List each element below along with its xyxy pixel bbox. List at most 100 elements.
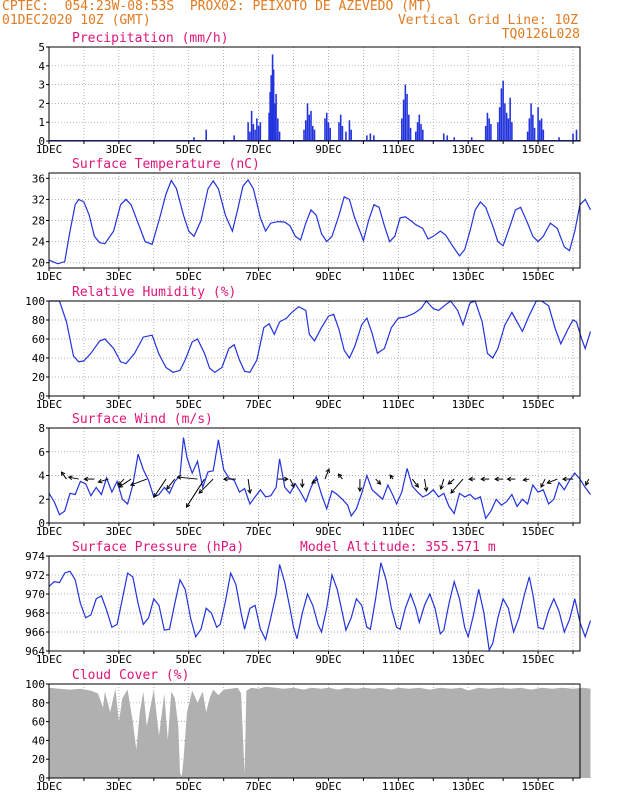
y-tick-label: 20 <box>32 371 45 384</box>
wind-vector-head <box>247 489 252 495</box>
x-tick-label: 11DEC <box>382 653 415 666</box>
x-tick-label: 7DEC <box>245 780 272 793</box>
y-tick-label: 24 <box>32 236 46 249</box>
precip-bar <box>313 129 316 141</box>
header-station: CPTEC: 054:23W-08:53S PROX02: PEIXOTO DE… <box>2 0 433 14</box>
precip-bar <box>325 112 328 141</box>
precip-bar <box>420 124 422 141</box>
y-tick-label: 100 <box>25 678 45 691</box>
y-tick-label: 6 <box>38 446 45 459</box>
x-tick-label: 1DEC <box>36 525 63 538</box>
wind-vector-head <box>414 483 419 488</box>
precip-bar <box>259 122 262 141</box>
panel-wind: 0 2 4 6 8 1DEC 3DEC 5DEC 7DEC 9DEC 11DEC 13DEC 15DEC… <box>36 412 591 538</box>
x-tick-label: 15DEC <box>522 398 555 411</box>
pres-line <box>48 562 592 652</box>
x-tick-label: 15DEC <box>522 270 555 283</box>
wind-vector-shaft <box>540 478 546 488</box>
wind-vector-shaft <box>450 478 464 494</box>
x-tick-label: 15DEC <box>522 780 555 793</box>
x-tick-label: 1DEC <box>36 398 63 411</box>
wind-vector <box>222 476 236 482</box>
precip-bar <box>539 120 541 141</box>
wind-vector <box>540 478 546 489</box>
precip-bar <box>348 120 351 141</box>
wind-vector <box>60 471 67 480</box>
wind-vector-head <box>389 474 394 480</box>
wind-vector-shaft <box>247 478 251 494</box>
y-tick-label: 972 <box>25 569 45 582</box>
x-tick-label: 7DEC <box>245 143 272 156</box>
precip-bar <box>272 69 275 141</box>
x-tick-label: 5DEC <box>175 143 202 156</box>
precip-bar <box>498 107 501 141</box>
x-tick-label: 13DEC <box>452 653 485 666</box>
precip-bar <box>269 92 271 141</box>
wind-vector-head <box>284 476 289 482</box>
wind-vector <box>468 476 476 482</box>
wind-vector-shaft <box>289 478 295 488</box>
axes-frame <box>48 46 581 142</box>
precip-bar <box>484 125 487 141</box>
y-tick-label: 28 <box>32 215 45 228</box>
wind-vector <box>67 475 79 480</box>
y-tick-label: 974 <box>25 550 45 563</box>
x-tick-label: 11DEC <box>382 143 415 156</box>
precip-bar <box>341 125 344 141</box>
wind-line <box>48 437 591 520</box>
wind-vector-shaft <box>153 478 167 498</box>
wind-vector-shaft <box>130 478 147 486</box>
wind-vector <box>506 476 516 482</box>
panel-title: Relative Humidity (%) <box>72 285 236 300</box>
panel-title: Cloud Cover (%) <box>72 668 189 683</box>
wind-vector <box>450 478 464 494</box>
x-tick-label: 7DEC <box>245 525 272 538</box>
precip-bar <box>338 122 340 141</box>
y-tick-label: 2 <box>38 493 45 506</box>
y-tick-label: 0 <box>38 135 45 148</box>
wind-vector-head <box>176 475 182 480</box>
x-tick-label: 11DEC <box>382 398 415 411</box>
wind-vector-head <box>423 487 429 493</box>
panel-annotation: Model Altitude: 355.571 m <box>300 540 496 555</box>
wind-vector-shaft <box>61 471 67 480</box>
precip-bar <box>193 137 195 141</box>
precip-bar <box>537 107 539 141</box>
precip-bar <box>268 112 270 141</box>
precip-bar <box>526 131 529 141</box>
precip-bar <box>504 103 506 141</box>
precip-bar <box>339 114 342 141</box>
x-tick-label: 9DEC <box>315 780 342 793</box>
precip-bar <box>306 103 309 141</box>
x-tick-label: 13DEC <box>452 398 485 411</box>
precip-bar <box>249 131 251 141</box>
axes-frame <box>48 300 581 397</box>
precip-bar <box>415 131 417 141</box>
wind-vector <box>198 478 214 494</box>
precip-bar <box>308 114 311 141</box>
wind-vector-head <box>129 481 135 487</box>
precip-bar <box>304 120 307 141</box>
axes-frame <box>48 427 581 524</box>
wind-vector <box>299 479 305 489</box>
wind-vector-head <box>439 484 444 491</box>
x-tick-label: 11DEC <box>382 270 415 283</box>
wind-vector-shaft <box>118 478 132 488</box>
x-tick-label: 9DEC <box>315 398 342 411</box>
precip-bar <box>418 114 421 141</box>
wind-vector <box>522 477 530 482</box>
wind-vector-shaft <box>166 478 176 490</box>
y-tick-label: 36 <box>32 172 45 185</box>
wind-vector-head <box>198 489 204 494</box>
wind-vector-head <box>166 485 171 490</box>
wind-vector-head <box>83 476 89 482</box>
precip-bar <box>247 122 249 141</box>
precip-bar <box>497 122 499 141</box>
precip-bar <box>486 112 489 141</box>
precip-bar <box>488 118 490 141</box>
x-tick-label: 3DEC <box>106 270 133 283</box>
wind-vector <box>411 478 419 488</box>
wind-vector-head <box>357 487 363 493</box>
x-tick-label: 3DEC <box>106 143 133 156</box>
